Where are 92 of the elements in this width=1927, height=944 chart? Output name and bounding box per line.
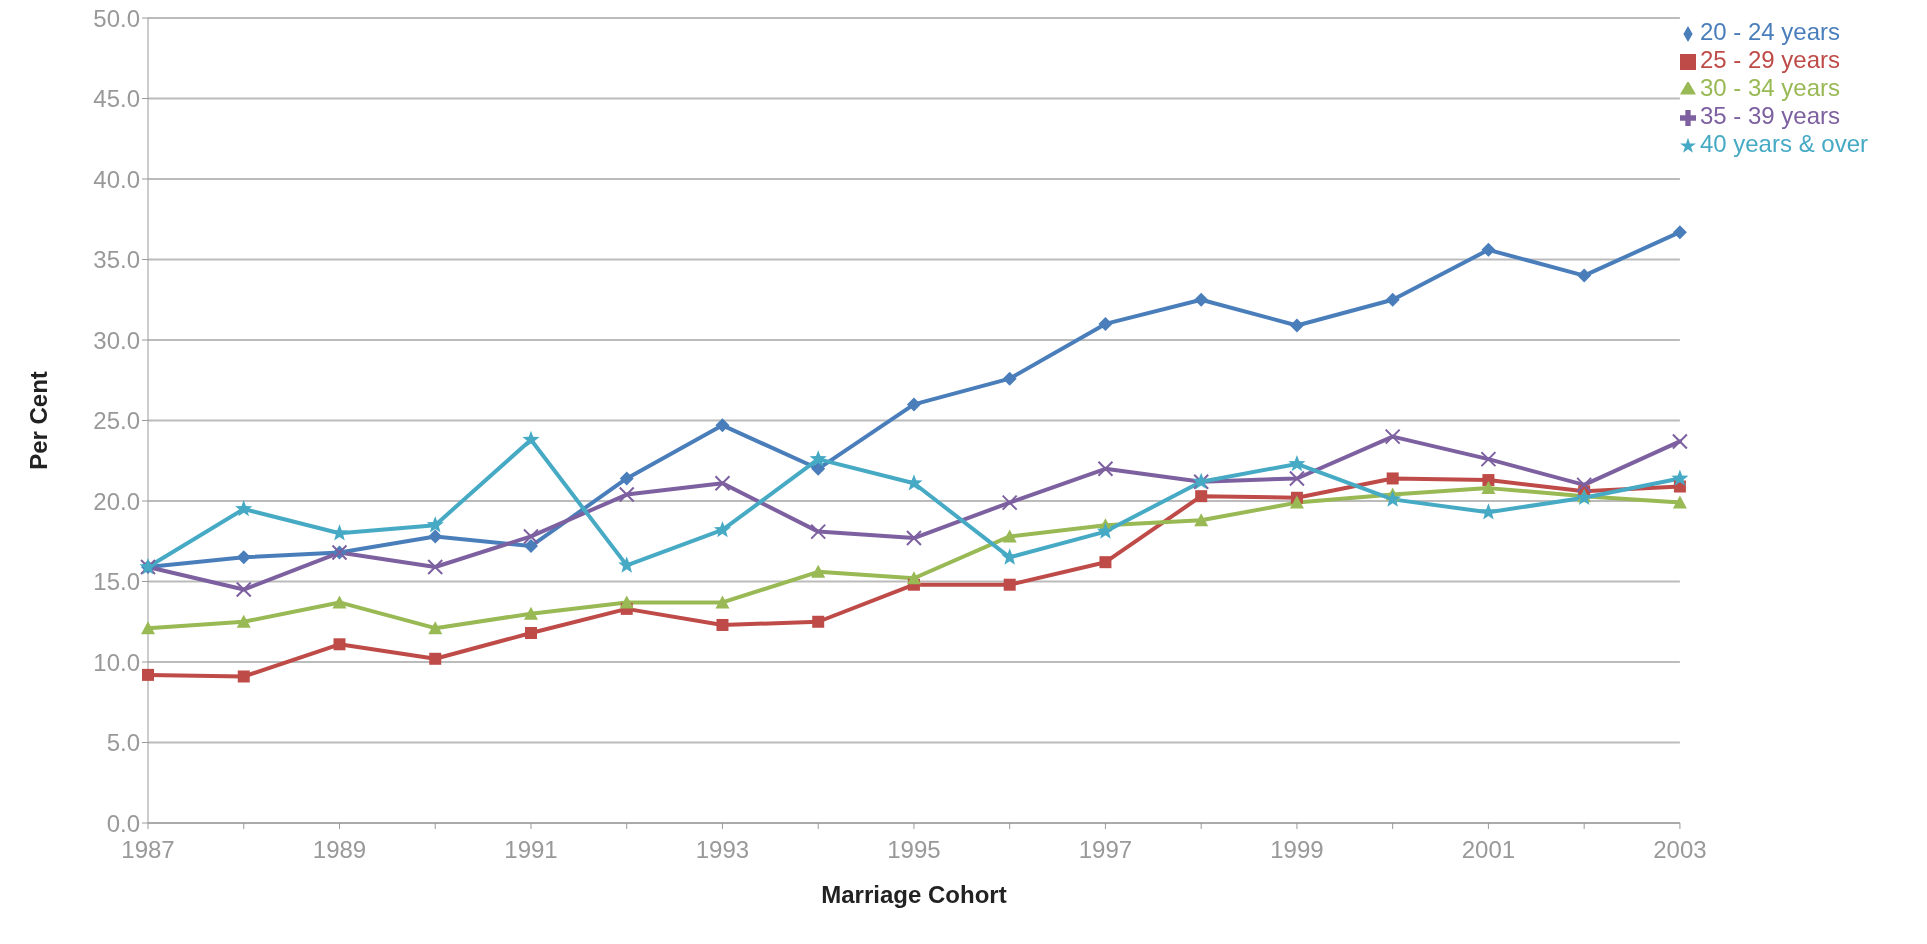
y-tick-label: 5.0 bbox=[106, 729, 140, 757]
point bbox=[235, 500, 253, 517]
point bbox=[1671, 433, 1688, 450]
point bbox=[237, 670, 250, 683]
point bbox=[1385, 292, 1400, 307]
x-tick-label: 1993 bbox=[695, 836, 750, 864]
y-axis-title: Per Cent bbox=[24, 371, 52, 470]
point bbox=[523, 606, 538, 620]
point bbox=[1481, 481, 1496, 495]
point bbox=[906, 397, 921, 412]
y-tick-label: 30.0 bbox=[93, 326, 140, 354]
point bbox=[1479, 503, 1497, 520]
point bbox=[236, 550, 251, 565]
point bbox=[1096, 522, 1114, 539]
point bbox=[141, 621, 155, 635]
x-tick-label: 1989 bbox=[312, 836, 367, 864]
point bbox=[811, 461, 826, 476]
y-tick-label: 50.0 bbox=[93, 4, 140, 32]
legend-label: 25 - 29 years bbox=[1699, 46, 1840, 73]
point bbox=[1672, 495, 1687, 509]
point bbox=[905, 530, 922, 547]
x-axis-title: Marriage Cohort bbox=[821, 881, 1007, 908]
point bbox=[713, 520, 732, 538]
point bbox=[1671, 469, 1689, 486]
point bbox=[714, 475, 731, 492]
point bbox=[1194, 292, 1209, 307]
point bbox=[1288, 470, 1305, 487]
point bbox=[1481, 242, 1496, 257]
legend-label: 35 - 39 years bbox=[1699, 102, 1840, 129]
point bbox=[1289, 495, 1304, 509]
point bbox=[522, 430, 540, 448]
point bbox=[1482, 474, 1495, 487]
point bbox=[906, 571, 921, 585]
point bbox=[619, 471, 634, 486]
point bbox=[427, 559, 444, 576]
y-tick-label: 15.0 bbox=[93, 568, 140, 596]
point bbox=[426, 516, 444, 533]
point bbox=[1194, 513, 1209, 527]
point bbox=[716, 618, 729, 631]
point bbox=[812, 615, 825, 628]
point bbox=[428, 529, 443, 544]
point bbox=[1195, 490, 1208, 503]
y-tick-label: 40.0 bbox=[93, 165, 140, 193]
point bbox=[1099, 556, 1112, 569]
x-tick-label: 1997 bbox=[1078, 836, 1133, 864]
x-tick-label: 1991 bbox=[504, 836, 558, 864]
point bbox=[1576, 476, 1593, 493]
point bbox=[1577, 268, 1592, 283]
y-tick-label: 20.0 bbox=[93, 487, 140, 515]
point bbox=[1003, 578, 1016, 591]
point bbox=[1098, 316, 1113, 331]
point bbox=[1384, 428, 1401, 445]
y-tick-label: 35.0 bbox=[93, 246, 140, 274]
point bbox=[523, 539, 538, 554]
point bbox=[1001, 494, 1018, 511]
point bbox=[1672, 225, 1687, 240]
point bbox=[1386, 472, 1399, 485]
point bbox=[235, 581, 252, 598]
point bbox=[1002, 371, 1017, 386]
y-tick-label: 45.0 bbox=[93, 85, 140, 113]
x-tick-label: 1999 bbox=[1270, 836, 1324, 864]
point bbox=[428, 621, 443, 635]
x-tick-label: 1987 bbox=[121, 836, 175, 864]
point bbox=[429, 652, 442, 665]
y-tick-label: 25.0 bbox=[93, 407, 140, 435]
point bbox=[715, 595, 730, 609]
x-tick-label: 2003 bbox=[1653, 836, 1707, 864]
point bbox=[333, 638, 346, 651]
point bbox=[1480, 451, 1497, 468]
point bbox=[1384, 490, 1402, 507]
x-tick-label: 2001 bbox=[1461, 836, 1516, 864]
point bbox=[1289, 318, 1304, 333]
point bbox=[142, 668, 154, 681]
point bbox=[524, 627, 537, 640]
point bbox=[810, 523, 827, 540]
legend-label: 40 years & over bbox=[1699, 130, 1868, 157]
point bbox=[1002, 529, 1017, 543]
point bbox=[618, 486, 635, 503]
point bbox=[332, 595, 347, 609]
y-tick-label: 10.0 bbox=[93, 648, 140, 676]
point bbox=[811, 564, 826, 578]
point bbox=[1288, 454, 1306, 472]
point bbox=[715, 418, 730, 433]
x-tick-label: 1995 bbox=[887, 836, 941, 864]
point bbox=[619, 595, 634, 609]
point bbox=[1097, 460, 1114, 477]
legend-label: 20 - 24 years bbox=[1699, 18, 1840, 45]
y-tick-label: 0.0 bbox=[106, 809, 140, 837]
point bbox=[809, 450, 827, 467]
point bbox=[522, 528, 539, 545]
legend-label: 30 - 34 years bbox=[1699, 74, 1840, 101]
point bbox=[236, 614, 251, 628]
